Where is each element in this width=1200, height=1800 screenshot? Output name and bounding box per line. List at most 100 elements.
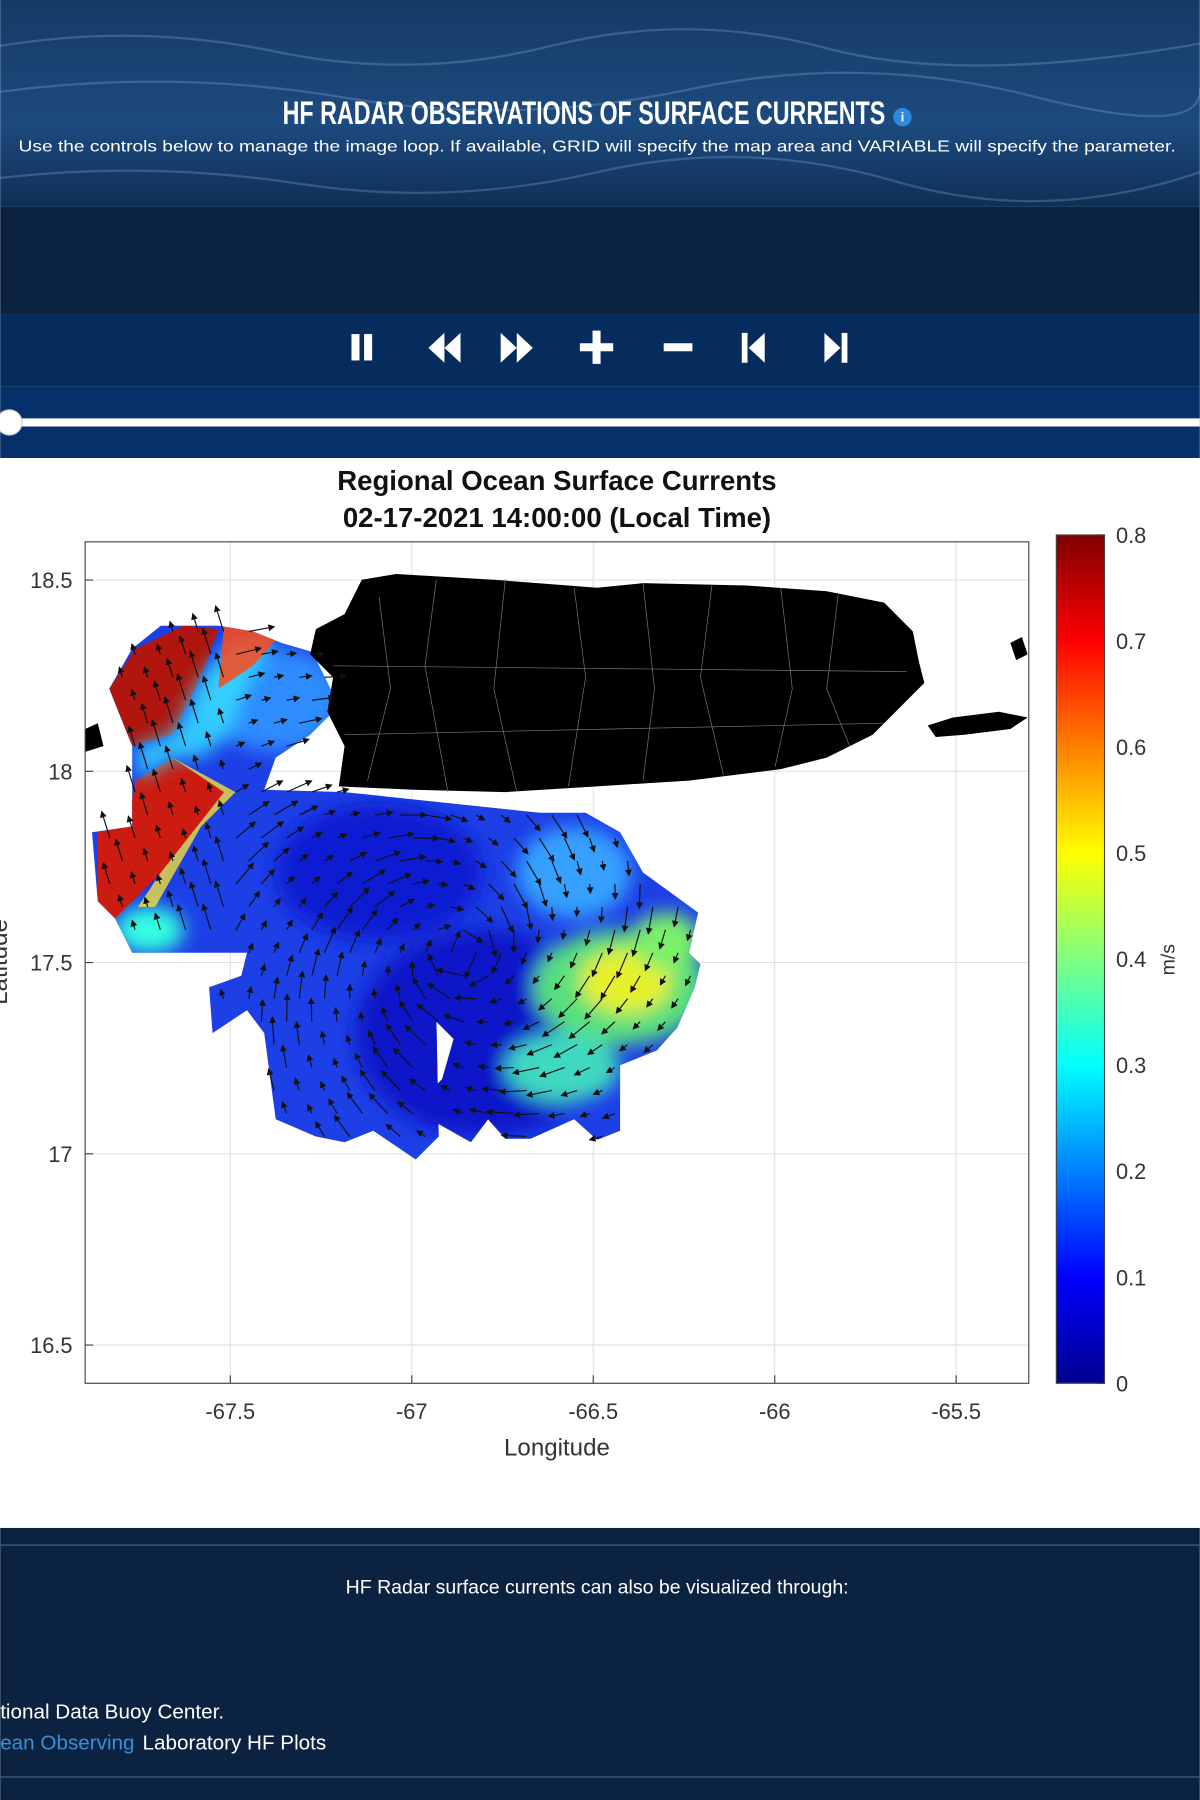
current-arrow — [298, 897, 307, 908]
current-arrow — [569, 952, 578, 969]
current-arrow — [551, 860, 562, 884]
current-arrow — [477, 1063, 489, 1071]
speed-up-button[interactable] — [579, 330, 614, 364]
current-arrow — [513, 883, 528, 910]
current-arrow — [189, 698, 199, 724]
first-frame-button[interactable] — [741, 332, 765, 363]
current-arrow — [193, 805, 201, 816]
current-arrow — [525, 906, 534, 931]
y-tick-label: 16.5 — [30, 1333, 72, 1358]
current-arrow — [397, 1100, 414, 1114]
current-arrow — [217, 799, 225, 816]
current-arrow — [463, 883, 476, 890]
current-arrow — [311, 948, 321, 976]
y-axis-label: Latitude — [0, 919, 13, 1005]
footer-link[interactable]: ean Observing — [0, 1731, 134, 1754]
current-arrow — [450, 814, 469, 823]
current-arrow — [612, 837, 620, 849]
current-arrow — [286, 780, 313, 793]
current-arrow — [260, 868, 275, 885]
current-arrow — [311, 911, 323, 931]
current-arrow — [311, 783, 333, 793]
current-arrow — [286, 737, 310, 747]
current-arrow — [657, 1021, 666, 1032]
current-arrow — [336, 871, 354, 885]
current-arrow — [387, 831, 415, 839]
info-icon[interactable] — [893, 107, 912, 127]
current-arrow — [117, 666, 125, 678]
current-arrow — [261, 648, 279, 656]
current-arrow — [269, 1016, 277, 1045]
current-arrows — [100, 604, 693, 1142]
colorbar-tick-label: 0.3 — [1116, 1053, 1146, 1078]
header-banner — [0, 0, 1200, 207]
current-arrow — [125, 764, 136, 793]
current-arrow — [562, 883, 570, 899]
current-arrow — [576, 814, 589, 838]
current-arrow — [307, 997, 315, 1022]
current-arrow — [323, 926, 337, 954]
current-arrow — [201, 675, 212, 701]
current-arrow — [513, 837, 529, 855]
current-arrow — [192, 754, 199, 770]
current-arrow — [179, 777, 187, 793]
slider-knob[interactable] — [0, 409, 23, 436]
current-arrow — [362, 831, 381, 839]
current-arrow — [488, 929, 498, 958]
current-arrow — [311, 832, 323, 839]
current-arrow — [512, 1067, 540, 1076]
current-arrow — [588, 1135, 603, 1142]
current-arrow — [599, 860, 607, 872]
current-arrow — [280, 1044, 288, 1068]
rewind-button[interactable] — [428, 332, 461, 363]
current-arrow — [380, 1070, 401, 1091]
current-arrow — [538, 837, 555, 863]
current-arrow — [525, 1089, 552, 1098]
current-arrow — [204, 822, 212, 839]
current-arrow — [273, 717, 288, 725]
footer-link-line[interactable]: tional Data Buoy Center. — [0, 1700, 224, 1723]
current-arrow — [191, 844, 199, 862]
slow-down-button[interactable] — [663, 343, 693, 352]
current-arrow — [632, 1021, 641, 1030]
current-arrow — [164, 745, 174, 770]
current-arrow — [175, 673, 187, 701]
current-arrow — [345, 1034, 353, 1045]
current-arrow — [341, 1075, 351, 1091]
colorbar — [1055, 534, 1106, 1384]
page-title: HF RADAR OBSERVATIONS OF SURFACE CURRENT… — [283, 95, 886, 131]
current-arrow — [631, 929, 641, 957]
colorbar-tick-label: 0.7 — [1116, 629, 1146, 654]
current-arrow — [306, 1054, 314, 1068]
current-arrow — [235, 646, 263, 655]
current-arrow — [163, 696, 174, 724]
current-arrow — [481, 1085, 502, 1093]
current-arrow — [261, 780, 284, 793]
colorbar-tick-label: 0.2 — [1116, 1159, 1146, 1184]
current-arrow — [475, 906, 494, 923]
colorbar-tick-label: 0 — [1116, 1371, 1128, 1396]
forward-button[interactable] — [500, 332, 533, 363]
current-arrow — [645, 906, 654, 935]
current-arrow — [500, 814, 511, 824]
colorbar-tick-label: 0.4 — [1116, 947, 1146, 972]
pause-button[interactable] — [351, 334, 373, 361]
current-arrow — [248, 671, 266, 679]
current-arrow — [616, 952, 629, 979]
current-arrow — [333, 1114, 351, 1137]
current-arrow — [485, 1108, 514, 1116]
current-arrow — [468, 975, 489, 987]
current-arrow — [488, 883, 505, 901]
colorbar-tick-label: 0.6 — [1116, 735, 1146, 760]
vieques — [927, 711, 1028, 737]
last-frame-button[interactable] — [824, 332, 848, 363]
current-arrow — [273, 847, 290, 862]
current-arrow — [358, 1011, 365, 1022]
current-arrow — [140, 702, 149, 724]
current-arrow — [362, 869, 387, 885]
current-arrow — [424, 939, 432, 954]
current-arrow — [179, 867, 187, 885]
current-arrow — [526, 1044, 553, 1056]
current-arrow — [248, 762, 263, 770]
